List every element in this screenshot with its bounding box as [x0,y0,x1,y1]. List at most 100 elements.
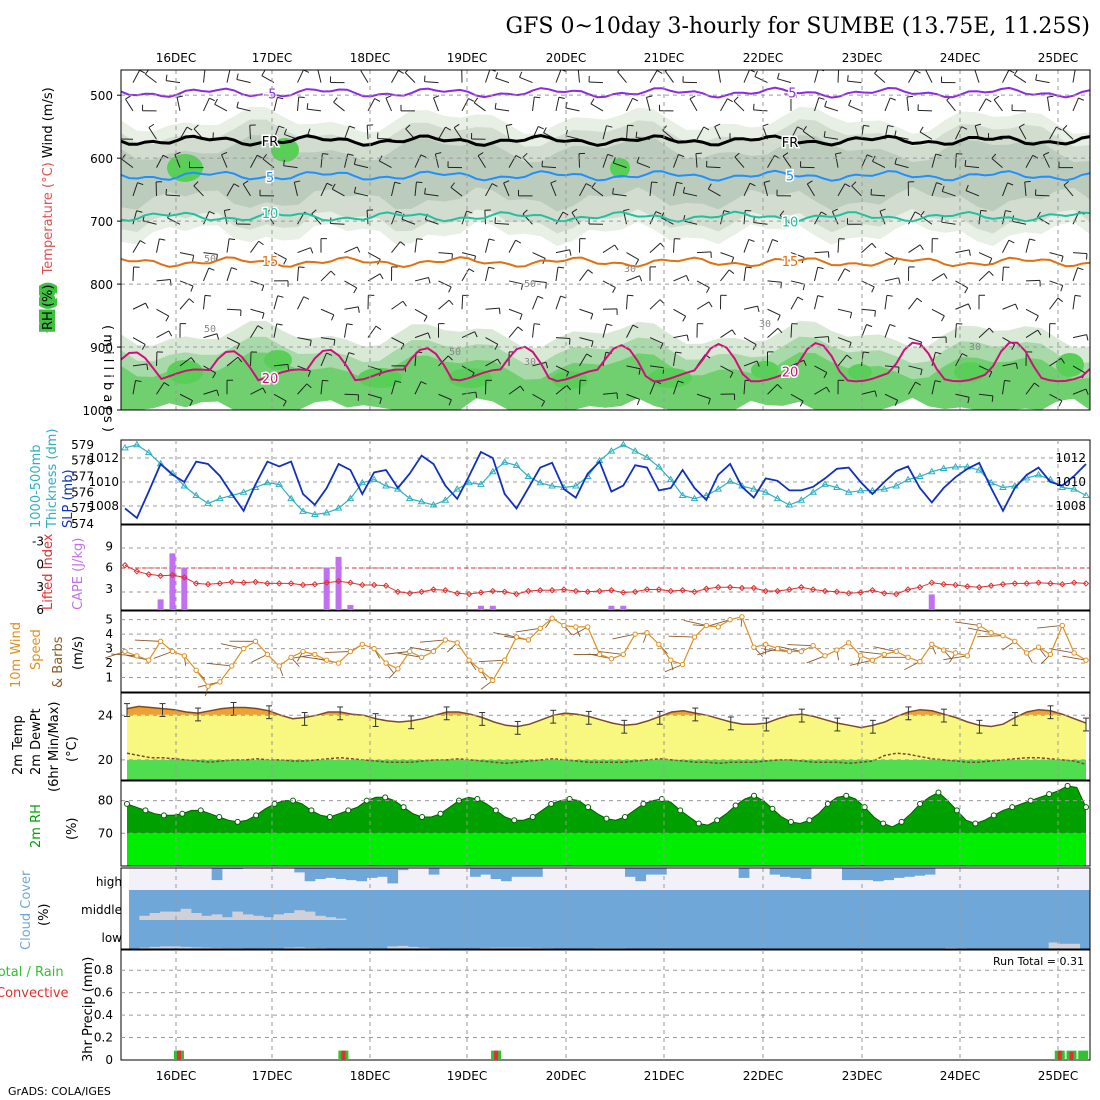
wind-barb [519,76,533,84]
li-marker [382,582,390,589]
wind-barb-flag [468,98,475,102]
wind-barb [717,70,721,83]
rh-moist-blob [358,368,402,388]
wind-barb-flag [659,343,664,349]
li-marker [548,587,556,594]
pressure-tick: 700 [90,215,113,229]
wind-barb [414,332,429,339]
wind-barb-flag [607,153,614,157]
wind-tick: 4 [105,627,113,641]
wind-barb-flag [1008,239,1015,244]
wind-barb [802,130,815,140]
li-marker [252,578,259,586]
li-tick: -3 [32,535,44,549]
wind-barb [132,182,138,197]
rh-marker [640,800,647,807]
wind-barb-flag [849,312,853,319]
wind-barb [179,298,190,310]
rh-marker [972,820,979,827]
cloud-low-bar [160,946,171,949]
rh-tick: 80 [98,794,113,808]
wind-barb-flag [517,326,523,332]
wind-barb [532,280,547,284]
thickness-marker [773,494,782,502]
wind-barb [743,305,758,310]
wind-barb-flag [475,391,478,399]
cloud-low-bar [294,947,306,949]
wind-barb-flag [453,123,460,129]
wind-barb-10m [598,650,624,655]
wind-barb [714,126,721,140]
ylabel-10m-wind: 10m Wind [9,622,24,688]
wind-barb-flag [844,183,851,188]
wind-barb-flag [961,353,968,357]
wind-barb [908,297,918,310]
cloud-high-bar [387,868,399,884]
thickness-marker [939,464,948,472]
wind-barb [522,157,533,168]
li-marker [715,584,722,591]
wind-barb-flag [612,287,616,294]
wind-barb-flag [189,400,193,407]
wind-speed-marker [751,644,757,650]
wind-barb [720,98,728,112]
wind-barb-flag [375,325,382,330]
wind-barb [565,135,580,140]
cloud-high-bar [346,868,357,881]
wind-barb-flag [935,351,942,355]
wind-barb [508,326,519,338]
thickness-marker [631,447,640,454]
wind-barb-flag [762,123,769,127]
rh-contour-label: 50 [204,324,216,335]
wind-barb [955,323,957,338]
svg-text:RH (%) Temperature (°C): RH (%) Temperature (°C) Wind (m/s) [41,87,56,330]
wind-speed-marker [715,624,721,630]
wind-barb [790,296,799,310]
wind-barb-flag [707,183,712,190]
wind-barb-flag [519,71,523,78]
wind-barb [602,125,607,140]
wind-barb-flag [780,282,782,289]
wind-barb [978,252,992,259]
wind-barb [696,301,710,310]
wind-barb [148,127,157,140]
slp-tick: 1010 [1055,475,1086,489]
wind-speed-marker [917,658,923,665]
li-marker [999,580,1007,588]
wind-barb [917,109,933,112]
date-label-bottom: 25DEC [1038,1069,1078,1083]
wind-barb [297,296,305,310]
wind-barb-flag [1011,344,1016,351]
wind-barb-flag [988,327,994,333]
cape-bar [157,599,164,610]
rh-marker [677,807,684,814]
cloud-middle-bar [325,917,337,920]
wind-barb [824,106,839,112]
thickness-marker [524,472,533,479]
li-marker [655,586,663,593]
wind-barb-10m [943,655,968,661]
dew-area [127,759,1086,780]
wind-barb [1072,252,1087,255]
wind-barb-flag [557,266,564,269]
rh-marker [1046,791,1053,798]
wind-barb [978,98,987,112]
wind-speed-marker [122,648,128,655]
thickness-marker [607,447,616,454]
wind-barb-flag [1034,382,1040,388]
wind-barb [1002,380,1005,395]
li-marker [370,581,378,589]
temp-tick: 20 [98,753,113,767]
wind-barb-flag [678,154,685,158]
wind-barb-flag [797,126,803,131]
wind-barb [532,393,545,402]
precip-tick: 0.2 [94,1031,113,1045]
temp-line [126,705,1087,729]
wind-barb-flag [1008,70,1015,74]
wind-barb [555,295,562,310]
wind-barb [250,240,260,253]
wind-barb-flag [221,151,228,156]
wind-barb-flag [283,258,287,265]
